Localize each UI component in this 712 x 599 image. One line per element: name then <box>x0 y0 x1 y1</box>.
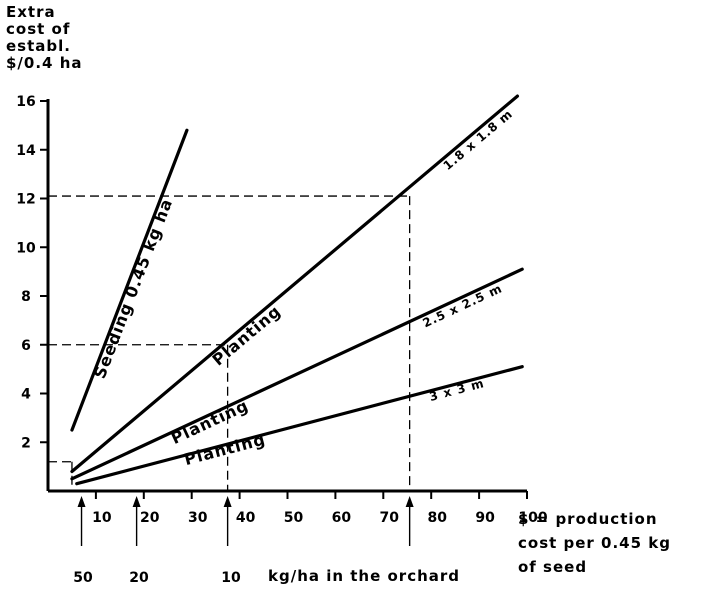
arrow-up-icon <box>132 496 141 507</box>
y-tick-label: 8 <box>21 289 31 305</box>
series-lines <box>70 94 524 486</box>
x-tick-label: 10 <box>92 510 112 526</box>
y-axis-title-line-2: cost of <box>6 20 71 38</box>
x-tick-label: 70 <box>380 510 400 526</box>
x-tick-label: 20 <box>140 510 160 526</box>
x-tick-label: 90 <box>475 510 495 526</box>
secondary-tick-label: 10 <box>221 570 241 586</box>
x-tick-label: 60 <box>332 510 352 526</box>
line-label: 2.5 x 2.5 m <box>420 281 504 330</box>
y-tick-label: 14 <box>16 143 36 159</box>
line-label: Seeding 0.45 kg ha <box>90 196 176 382</box>
secondary-axis: 50 20 10 <box>73 496 414 586</box>
arrow-up-icon <box>405 496 414 507</box>
secondary-x-axis-title: kg/ha in the orchard <box>268 567 461 585</box>
y-tick-label: 16 <box>16 94 35 110</box>
secondary-tick-label: 20 <box>129 570 149 586</box>
y-tick-label: 12 <box>16 192 35 208</box>
y-tick-label: 6 <box>21 338 31 354</box>
line-label: 1.8 x 1.8 m <box>441 107 516 173</box>
reference-lines <box>48 195 411 491</box>
secondary-tick-label: 50 <box>73 570 93 586</box>
series-line <box>70 128 189 432</box>
axis-ticks: 10 20 30 40 50 60 70 80 90 100 2 4 6 8 10 12 14 16 <box>16 94 548 526</box>
line-label: Planting <box>209 301 285 369</box>
y-tick-label: 2 <box>21 435 31 451</box>
x-tick-label: 50 <box>284 510 304 526</box>
arrow-up-icon <box>223 496 232 507</box>
arrow-up-icon <box>77 496 86 507</box>
x-axis-title-line-3: of seed <box>518 558 588 576</box>
line-label: 3 x 3 m <box>428 376 486 404</box>
x-axis-title-line-2: cost per 0.45 kg <box>518 534 671 552</box>
series-line <box>70 267 524 481</box>
x-tick-label: 80 <box>427 510 447 526</box>
x-tick-label: 100 <box>518 510 547 526</box>
y-axis-title-line-1: Extra <box>6 3 56 21</box>
x-axis-title-line-1: $ = production <box>518 510 658 528</box>
x-tick-label: 30 <box>188 510 208 526</box>
y-tick-label: 4 <box>21 387 31 403</box>
series-line <box>70 94 520 474</box>
y-tick-label: 10 <box>16 240 36 256</box>
series-line <box>75 365 524 486</box>
x-tick-label: 40 <box>236 510 256 526</box>
y-axis-title: Extra cost of establ. $/0.4 ha <box>6 4 83 72</box>
x-axis-title: $ = production cost per 0.45 kg of seed <box>518 507 671 579</box>
y-axis-title-line-4: $/0.4 ha <box>6 54 83 72</box>
y-axis-title-line-3: establ. <box>6 37 71 55</box>
